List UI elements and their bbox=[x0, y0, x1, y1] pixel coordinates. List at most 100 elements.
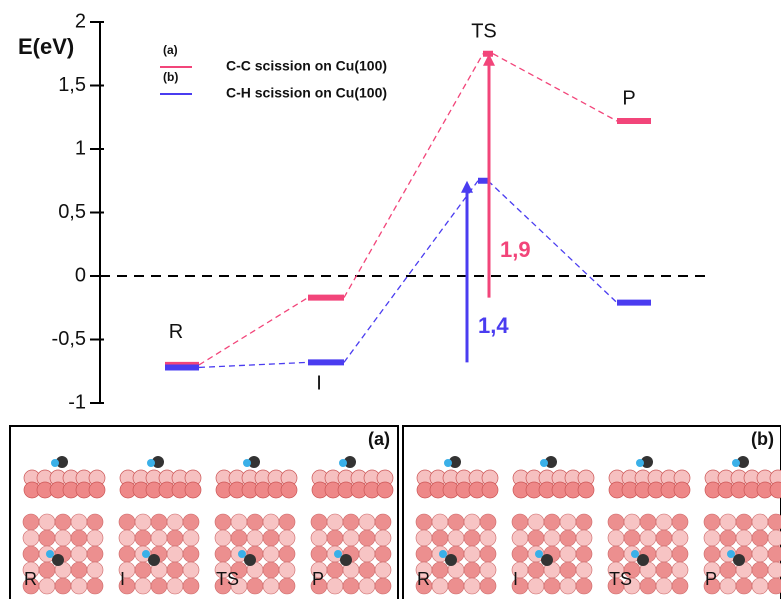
atom bbox=[343, 578, 359, 594]
atom bbox=[720, 514, 736, 530]
connector bbox=[493, 54, 617, 121]
atom bbox=[247, 530, 263, 546]
atom bbox=[576, 514, 592, 530]
atom bbox=[672, 562, 688, 578]
atom bbox=[71, 578, 87, 594]
atom bbox=[39, 514, 55, 530]
legend-label: C-H scission on Cu(100) bbox=[226, 85, 387, 101]
atom bbox=[375, 578, 391, 594]
atom bbox=[768, 546, 781, 562]
molecule bbox=[339, 459, 347, 467]
atom bbox=[311, 514, 327, 530]
atom bbox=[704, 546, 720, 562]
atom bbox=[279, 514, 295, 530]
atom bbox=[327, 578, 343, 594]
frame-label: R bbox=[24, 569, 37, 589]
atom bbox=[576, 546, 592, 562]
arrow-head bbox=[461, 181, 473, 193]
molecule bbox=[340, 554, 352, 566]
atom bbox=[464, 578, 480, 594]
atom bbox=[183, 546, 199, 562]
atom bbox=[608, 530, 624, 546]
atom bbox=[135, 562, 151, 578]
level-label: P bbox=[622, 87, 635, 109]
atom bbox=[183, 530, 199, 546]
atom bbox=[119, 514, 135, 530]
atom bbox=[482, 482, 498, 498]
atom bbox=[327, 562, 343, 578]
atom bbox=[528, 578, 544, 594]
atom bbox=[375, 514, 391, 530]
atom bbox=[480, 514, 496, 530]
atom bbox=[119, 530, 135, 546]
atom bbox=[311, 530, 327, 546]
atom bbox=[311, 546, 327, 562]
molecule bbox=[631, 550, 639, 558]
atom bbox=[640, 514, 656, 530]
atom bbox=[704, 514, 720, 530]
atom bbox=[167, 514, 183, 530]
level-label: R bbox=[169, 321, 183, 343]
atom bbox=[375, 546, 391, 562]
atom bbox=[752, 530, 768, 546]
atom bbox=[512, 530, 528, 546]
atom bbox=[464, 546, 480, 562]
molecule bbox=[732, 459, 740, 467]
atom bbox=[23, 514, 39, 530]
barrier-label: 1,9 bbox=[500, 237, 531, 262]
atom bbox=[279, 578, 295, 594]
y-tick-label: 0 bbox=[75, 264, 86, 286]
atom bbox=[183, 578, 199, 594]
atom bbox=[736, 578, 752, 594]
atom bbox=[55, 530, 71, 546]
atom bbox=[576, 578, 592, 594]
frame-label: TS bbox=[609, 569, 632, 589]
atom bbox=[231, 514, 247, 530]
atom bbox=[656, 562, 672, 578]
atom bbox=[656, 514, 672, 530]
y-tick-label: 1,5 bbox=[58, 74, 86, 96]
molecule bbox=[535, 550, 543, 558]
panel-label: (b) bbox=[751, 429, 774, 449]
atom bbox=[640, 530, 656, 546]
atom bbox=[87, 562, 103, 578]
atom bbox=[359, 562, 375, 578]
connector bbox=[199, 362, 308, 367]
level-label: I bbox=[316, 373, 322, 395]
atom bbox=[640, 578, 656, 594]
atom bbox=[752, 546, 768, 562]
atom bbox=[576, 562, 592, 578]
barrier-label: 1,4 bbox=[478, 313, 509, 338]
y-tick-label: 1 bbox=[75, 137, 86, 159]
y-axis-label: E(eV) bbox=[18, 34, 74, 59]
figure: E(eV) -1-0,500,511,52RITSP(a)C-C scissio… bbox=[0, 0, 781, 599]
atom bbox=[87, 578, 103, 594]
atom bbox=[560, 514, 576, 530]
atom bbox=[736, 514, 752, 530]
atom bbox=[185, 482, 201, 498]
atom bbox=[119, 546, 135, 562]
atom bbox=[71, 546, 87, 562]
atom bbox=[464, 514, 480, 530]
atom bbox=[704, 530, 720, 546]
atom bbox=[87, 514, 103, 530]
molecule bbox=[637, 554, 649, 566]
atom bbox=[87, 546, 103, 562]
molecule bbox=[727, 550, 735, 558]
atom bbox=[377, 482, 393, 498]
atom bbox=[215, 546, 231, 562]
molecule bbox=[142, 550, 150, 558]
atom bbox=[674, 482, 690, 498]
atom bbox=[480, 530, 496, 546]
atom bbox=[432, 530, 448, 546]
molecule bbox=[540, 459, 548, 467]
molecule bbox=[244, 554, 256, 566]
atom bbox=[135, 514, 151, 530]
atom bbox=[432, 562, 448, 578]
atom bbox=[263, 562, 279, 578]
atom bbox=[281, 482, 297, 498]
atom bbox=[359, 530, 375, 546]
atom bbox=[279, 546, 295, 562]
atom bbox=[544, 530, 560, 546]
molecule bbox=[445, 554, 457, 566]
